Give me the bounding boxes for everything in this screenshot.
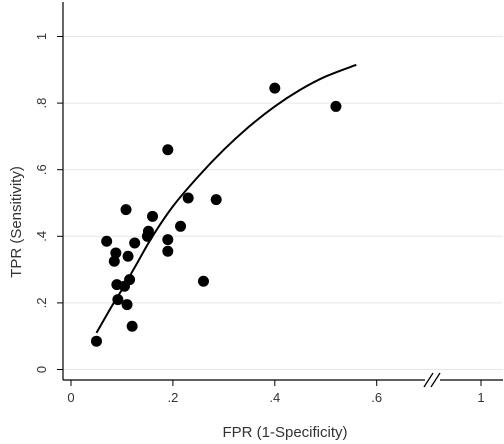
data-point-15 bbox=[147, 210, 159, 222]
y-axis-title: TPR (Sensitivity) bbox=[8, 166, 25, 278]
fitted-curve bbox=[95, 63, 357, 334]
labels-layer: 0 .2 .4 .6 .8 1 0 .2 .4 .6 1 bbox=[34, 33, 485, 405]
data-point-8 bbox=[121, 299, 133, 311]
curve-layer bbox=[95, 63, 357, 334]
y-tick-label-5: 1 bbox=[34, 33, 49, 40]
x-tick-label-3: .6 bbox=[371, 390, 382, 405]
points-layer bbox=[90, 82, 342, 347]
data-point-10 bbox=[124, 274, 136, 286]
y-tick-label-4: .8 bbox=[34, 98, 49, 109]
axis-break-mark-1 bbox=[423, 372, 434, 388]
data-point-20 bbox=[182, 192, 194, 204]
data-point-1 bbox=[101, 235, 113, 247]
data-point-14 bbox=[142, 225, 154, 237]
x-tick-label-0: 0 bbox=[67, 390, 74, 405]
data-point-24 bbox=[330, 100, 342, 112]
y-tick-label-3: .6 bbox=[34, 164, 49, 175]
data-point-5 bbox=[112, 294, 124, 306]
y-tick-label-1: .2 bbox=[34, 297, 49, 308]
data-point-19 bbox=[175, 220, 187, 232]
data-point-22 bbox=[210, 194, 222, 206]
data-point-2 bbox=[108, 255, 120, 267]
grid-layer bbox=[64, 36, 503, 370]
data-point-7 bbox=[120, 204, 132, 216]
data-point-21 bbox=[197, 275, 209, 287]
data-point-11 bbox=[126, 320, 138, 332]
data-point-18 bbox=[162, 245, 174, 257]
data-point-16 bbox=[162, 144, 174, 156]
data-point-23 bbox=[269, 82, 281, 94]
axes-layer bbox=[57, 2, 503, 388]
x-tick-label-4: 1 bbox=[477, 390, 484, 405]
x-tick-label-1: .2 bbox=[167, 390, 178, 405]
data-point-17 bbox=[162, 234, 174, 246]
x-tick-label-2: .4 bbox=[269, 390, 280, 405]
data-point-3 bbox=[110, 247, 122, 259]
x-axis-title: FPR (1-Specificity) bbox=[222, 424, 347, 441]
axis-break-mark-2 bbox=[430, 372, 441, 388]
y-tick-label-2: .4 bbox=[34, 231, 49, 242]
data-point-9 bbox=[122, 250, 134, 262]
y-tick-label-0: 0 bbox=[34, 366, 49, 373]
data-point-0 bbox=[90, 335, 102, 347]
data-point-12 bbox=[129, 237, 141, 249]
